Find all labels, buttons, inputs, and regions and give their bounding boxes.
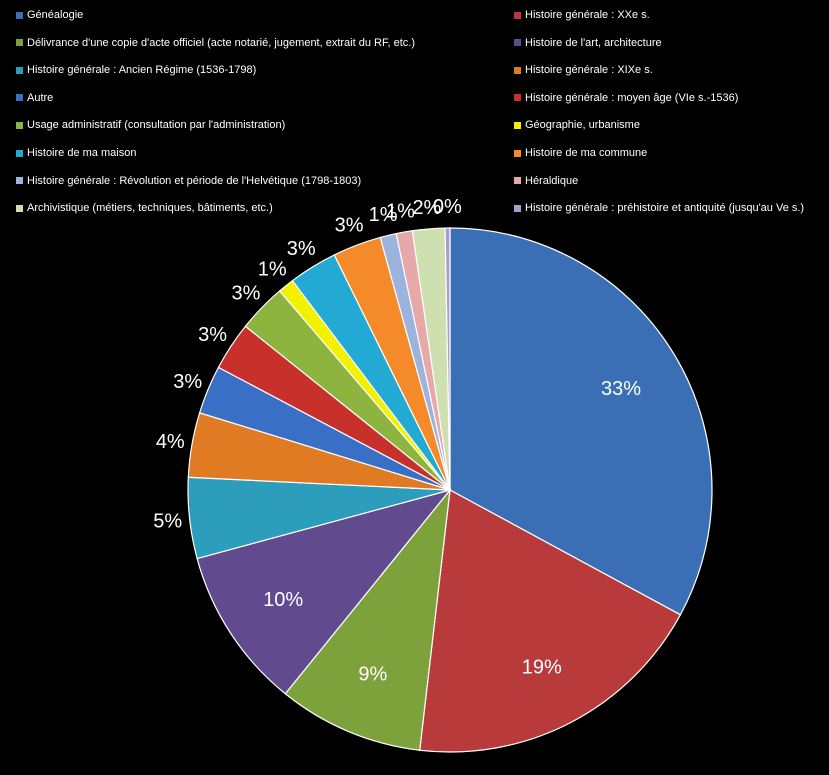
slice-label: 10% xyxy=(263,589,303,611)
legend-item: Histoire de ma maison xyxy=(16,147,136,159)
legend-swatch xyxy=(514,177,521,185)
slice-label: 33% xyxy=(601,378,641,400)
slice-label: 3% xyxy=(335,215,364,237)
legend-swatch xyxy=(514,94,521,102)
legend-item: Héraldique xyxy=(514,175,578,187)
legend-label: Archivistique (métiers, techniques, bâti… xyxy=(27,202,273,215)
legend-label: Histoire de ma commune xyxy=(525,147,648,159)
slice-label: 0% xyxy=(433,196,462,218)
pie-slice xyxy=(444,227,451,491)
legend-label: Histoire générale : préhistoire et antiq… xyxy=(525,202,805,215)
legend-label: Histoire générale : moyen âge (VIe s.-15… xyxy=(525,91,739,104)
legend-label: Autre xyxy=(27,91,54,104)
legend-swatch xyxy=(16,66,23,74)
legend-label: Histoire générale : Ancien Régime (1536-… xyxy=(27,64,257,77)
legend-swatch xyxy=(514,204,521,212)
slice-label: 19% xyxy=(522,657,562,679)
legend-label: Histoire générale : XXe s. xyxy=(525,9,650,21)
legend-swatch xyxy=(514,11,521,19)
pie-slice xyxy=(196,488,452,695)
legend-swatch xyxy=(16,149,23,157)
legend-label: Usage administratif (consultation par l'… xyxy=(27,119,286,132)
legend-item: Délivrance d'une copie d'acte officiel (… xyxy=(16,37,415,49)
slice-label: 9% xyxy=(358,664,387,686)
legend-item: Histoire générale : moyen âge (VIe s.-15… xyxy=(514,92,738,104)
legend-swatch xyxy=(16,121,23,129)
legend-swatch xyxy=(514,121,521,129)
pie-slice xyxy=(449,227,713,616)
slice-label: 1% xyxy=(258,259,287,281)
slice-label: 3% xyxy=(198,324,227,346)
legend-swatch xyxy=(514,39,521,47)
legend-item: Histoire générale : XIXe s. xyxy=(514,64,653,76)
legend-item: Histoire de ma commune xyxy=(514,147,647,159)
legend-item: Histoire générale : Ancien Régime (1536-… xyxy=(16,64,256,76)
slice-label: 4% xyxy=(156,431,185,453)
legend-swatch xyxy=(16,39,23,47)
legend-item: Géographie, urbanisme xyxy=(514,119,640,131)
pie-slice xyxy=(419,489,682,753)
legend-swatch xyxy=(16,94,23,102)
legend-item: Généalogie xyxy=(16,9,83,21)
legend-swatch xyxy=(16,204,23,212)
legend-label: Histoire générale : Révolution et périod… xyxy=(27,174,362,187)
legend-item: Archivistique (métiers, techniques, bâti… xyxy=(16,202,273,214)
legend-item: Histoire générale : Révolution et périod… xyxy=(16,175,361,187)
slice-label: 3% xyxy=(231,283,260,305)
legend-label: Géographie, urbanisme xyxy=(525,119,640,132)
legend-item: Histoire générale : XXe s. xyxy=(514,9,650,21)
legend-label: Histoire de l'art, architecture xyxy=(525,36,662,49)
legend-swatch xyxy=(514,149,521,157)
slice-label: 1% xyxy=(369,204,398,226)
slice-label: 5% xyxy=(153,511,182,533)
slice-label: 3% xyxy=(287,238,316,260)
legend-swatch xyxy=(16,177,23,185)
legend-label: Généalogie xyxy=(27,9,84,21)
legend: Généalogie Histoire générale : XXe s. Déli… xyxy=(0,0,829,230)
legend-label: Histoire générale : XIXe s. xyxy=(525,64,653,77)
legend-item: Usage administratif (consultation par l'… xyxy=(16,119,285,131)
pie-slice xyxy=(284,488,451,751)
legend-item: Autre xyxy=(16,92,53,104)
legend-label: Délivrance d'une copie d'acte officiel (… xyxy=(27,36,415,49)
legend-swatch xyxy=(16,11,23,19)
slice-label: 3% xyxy=(173,371,202,393)
slice-label: 2% xyxy=(412,197,441,219)
legend-label: Histoire de ma maison xyxy=(27,147,137,159)
legend-item: Histoire générale : préhistoire et antiq… xyxy=(514,202,804,214)
slice-label: 1% xyxy=(386,200,415,222)
legend-swatch xyxy=(514,66,521,74)
legend-label: Héraldique xyxy=(525,174,579,187)
legend-item: Histoire de l'art, architecture xyxy=(514,37,662,49)
